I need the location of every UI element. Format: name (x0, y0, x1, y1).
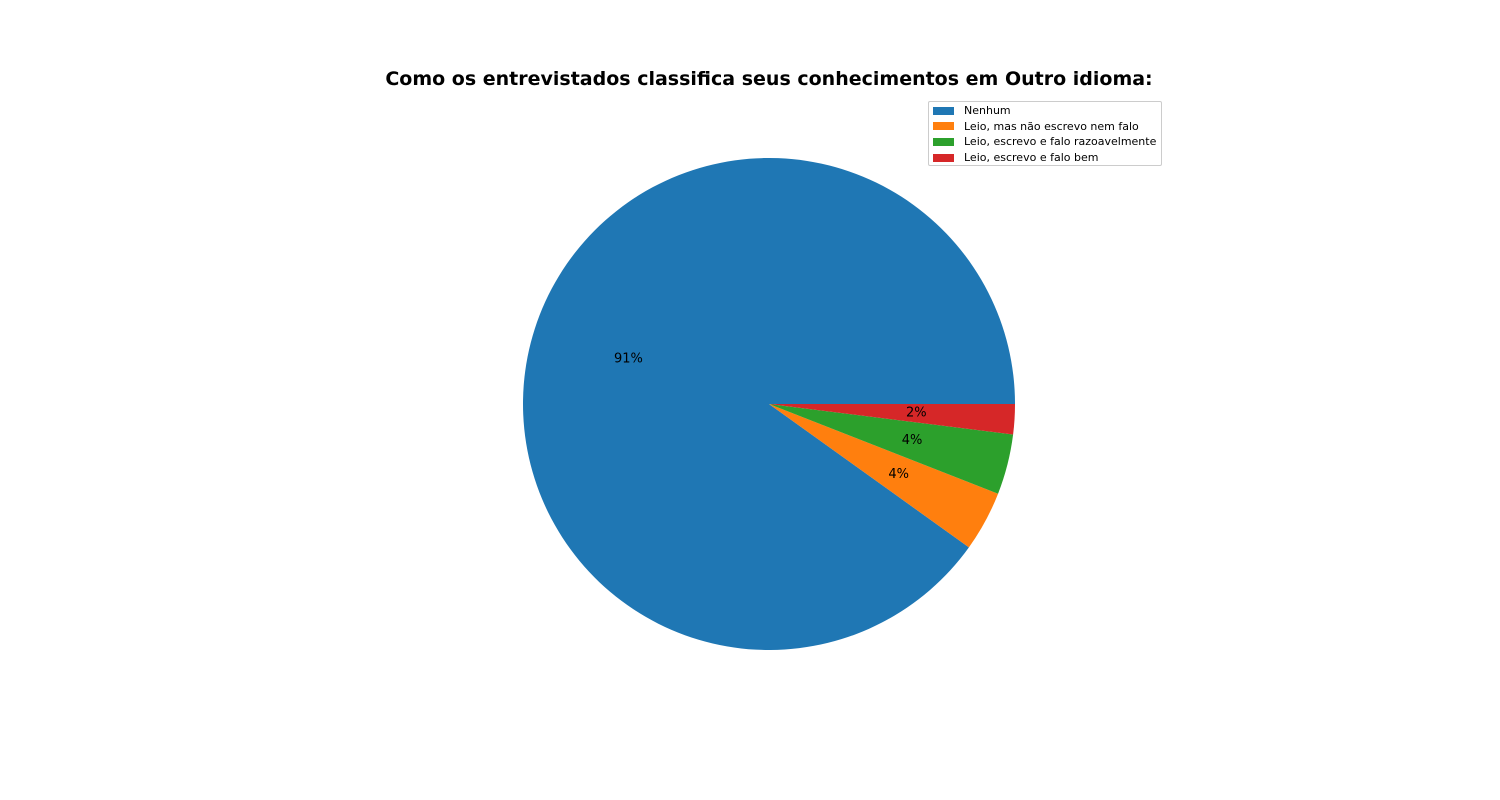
chart-title: Como os entrevistados classifica seus co… (385, 68, 1153, 90)
legend-item: Nenhum (933, 103, 1157, 119)
legend-swatch (933, 153, 954, 162)
pie-slice-labels: 91% 4% 4% 2% (614, 351, 927, 482)
legend-label: Leio, mas não escrevo nem falo (964, 119, 1139, 133)
legend-swatch (933, 106, 954, 115)
legend-label: Leio, escrevo e falo bem (964, 151, 1099, 165)
legend-item: Leio, mas não escrevo nem falo (933, 119, 1157, 135)
pie-slices (522, 157, 1015, 650)
pie-slice-label: 91% (614, 351, 643, 366)
pie-slice (769, 404, 999, 548)
pie-slice-label: 2% (906, 406, 927, 421)
legend: Nenhum Leio, mas não escrevo nem falo Le… (928, 101, 1162, 166)
pie-slice (769, 404, 1014, 494)
pie-slice-label: 4% (902, 433, 923, 448)
pie-slice-label: 4% (888, 467, 909, 482)
legend-label: Leio, escrevo e falo razoavelmente (964, 135, 1157, 149)
pie-slice (522, 157, 1015, 650)
legend-item: Leio, escrevo e falo bem (933, 150, 1157, 166)
pie-slice (769, 404, 1015, 435)
legend-swatch (933, 122, 954, 131)
legend-swatch (933, 137, 954, 146)
legend-label: Nenhum (964, 104, 1011, 118)
legend-item: Leio, escrevo e falo razoavelmente (933, 134, 1157, 150)
